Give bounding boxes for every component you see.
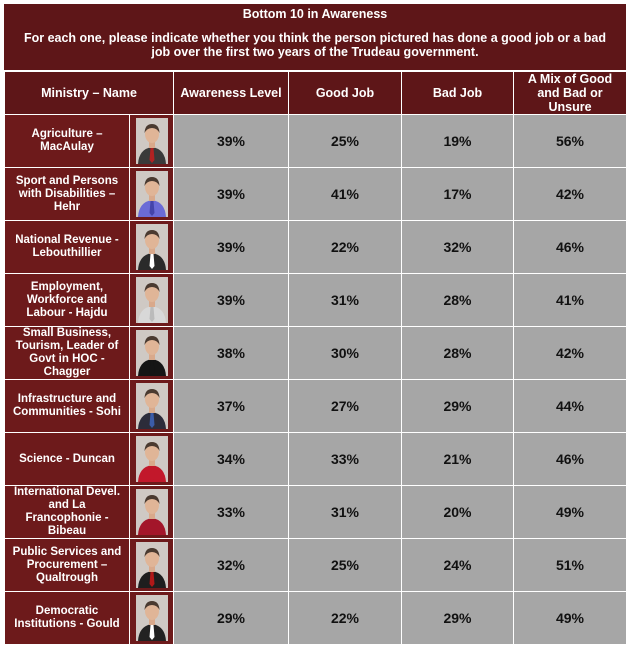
mix-unsure-cell: 51% (513, 538, 627, 592)
portrait-photo-icon (135, 330, 168, 376)
good-job-cell: 31% (288, 485, 402, 539)
col-header-good: Good Job (288, 71, 402, 115)
awareness-level-cell: 34% (173, 432, 289, 486)
ministry-name-cell: Democratic Institutions - Gould (4, 591, 130, 645)
mix-unsure-cell: 42% (513, 326, 627, 380)
table-row: National Revenue - Lebouthillier 39% 22% 32… (4, 220, 627, 274)
ministry-name-cell: Agriculture – MacAulay (4, 114, 130, 168)
portrait-cell (129, 220, 174, 274)
ministry-name-cell: Employment, Workforce and Labour - Hajdu (4, 273, 130, 327)
awareness-level-cell: 39% (173, 220, 289, 274)
portrait-cell (129, 273, 174, 327)
title-block: Bottom 10 in Awareness For each one, ple… (4, 4, 626, 70)
portrait-cell (129, 432, 174, 486)
bad-job-cell: 29% (401, 379, 514, 433)
portrait-cell (129, 167, 174, 221)
ministry-name-cell: Small Business, Tourism, Leader of Govt … (4, 326, 130, 380)
mix-unsure-cell: 46% (513, 432, 627, 486)
good-job-cell: 22% (288, 220, 402, 274)
table-row: Employment, Workforce and Labour - Hajdu… (4, 273, 627, 327)
portrait-cell (129, 379, 174, 433)
col-header-bad: Bad Job (401, 71, 514, 115)
table-row: International Devel. and La Francophonie… (4, 485, 627, 539)
portrait-photo-icon (135, 277, 168, 323)
good-job-cell: 27% (288, 379, 402, 433)
ministry-name-cell: Sport and Persons with Disabilities – He… (4, 167, 130, 221)
results-table: Ministry – Name Awareness Level Good Job… (4, 71, 627, 645)
mix-unsure-cell: 56% (513, 114, 627, 168)
mix-unsure-cell: 49% (513, 485, 627, 539)
ministry-name-cell: Public Services and Procurement – Qualtr… (4, 538, 130, 592)
table-row: Public Services and Procurement – Qualtr… (4, 538, 627, 592)
bad-job-cell: 24% (401, 538, 514, 592)
table-title: Bottom 10 in Awareness (242, 7, 388, 21)
bad-job-cell: 21% (401, 432, 514, 486)
ministry-name-cell: International Devel. and La Francophonie… (4, 485, 130, 539)
portrait-cell (129, 538, 174, 592)
good-job-cell: 22% (288, 591, 402, 645)
portrait-photo-icon (135, 595, 168, 641)
table-row: Science - Duncan 34% 33% 21% 46% (4, 432, 627, 486)
portrait-cell (129, 114, 174, 168)
awareness-level-cell: 32% (173, 538, 289, 592)
mix-unsure-cell: 46% (513, 220, 627, 274)
bad-job-cell: 17% (401, 167, 514, 221)
portrait-photo-icon (135, 383, 168, 429)
bad-job-cell: 29% (401, 591, 514, 645)
bad-job-cell: 19% (401, 114, 514, 168)
awareness-level-cell: 39% (173, 273, 289, 327)
portrait-photo-icon (135, 489, 168, 535)
ministry-name-cell: Infrastructure and Communities - Sohi (4, 379, 130, 433)
mix-unsure-cell: 44% (513, 379, 627, 433)
col-header-awareness: Awareness Level (173, 71, 289, 115)
question-text: For each one, please indicate whether yo… (23, 31, 607, 59)
awareness-level-cell: 37% (173, 379, 289, 433)
col-header-mix: A Mix of Good and Bad or Unsure (513, 71, 627, 115)
table-row: Infrastructure and Communities - Sohi 37%… (4, 379, 627, 433)
portrait-photo-icon (135, 171, 168, 217)
awareness-level-cell: 33% (173, 485, 289, 539)
table-row: Small Business, Tourism, Leader of Govt … (4, 326, 627, 380)
bad-job-cell: 28% (401, 326, 514, 380)
portrait-photo-icon (135, 224, 168, 270)
good-job-cell: 31% (288, 273, 402, 327)
bad-job-cell: 32% (401, 220, 514, 274)
awareness-level-cell: 39% (173, 114, 289, 168)
portrait-photo-icon (135, 542, 168, 588)
table-row: Agriculture – MacAulay 39% 25% 19% 56% (4, 114, 627, 168)
awareness-level-cell: 39% (173, 167, 289, 221)
header-row: Ministry – Name Awareness Level Good Job… (4, 71, 627, 115)
awareness-level-cell: 38% (173, 326, 289, 380)
portrait-cell (129, 591, 174, 645)
ministry-name-cell: National Revenue - Lebouthillier (4, 220, 130, 274)
mix-unsure-cell: 49% (513, 591, 627, 645)
portrait-photo-icon (135, 118, 168, 164)
awareness-table-container: Bottom 10 in Awareness For each one, ple… (4, 4, 627, 645)
good-job-cell: 30% (288, 326, 402, 380)
good-job-cell: 25% (288, 114, 402, 168)
good-job-cell: 33% (288, 432, 402, 486)
awareness-level-cell: 29% (173, 591, 289, 645)
good-job-cell: 41% (288, 167, 402, 221)
mix-unsure-cell: 41% (513, 273, 627, 327)
bad-job-cell: 28% (401, 273, 514, 327)
ministry-name-cell: Science - Duncan (4, 432, 130, 486)
col-header-ministry: Ministry – Name (4, 71, 174, 115)
portrait-cell (129, 485, 174, 539)
mix-unsure-cell: 42% (513, 167, 627, 221)
portrait-photo-icon (135, 436, 168, 482)
bad-job-cell: 20% (401, 485, 514, 539)
table-row: Democratic Institutions - Gould 29% 22% 29%… (4, 591, 627, 645)
portrait-cell (129, 326, 174, 380)
table-row: Sport and Persons with Disabilities – He… (4, 167, 627, 221)
good-job-cell: 25% (288, 538, 402, 592)
